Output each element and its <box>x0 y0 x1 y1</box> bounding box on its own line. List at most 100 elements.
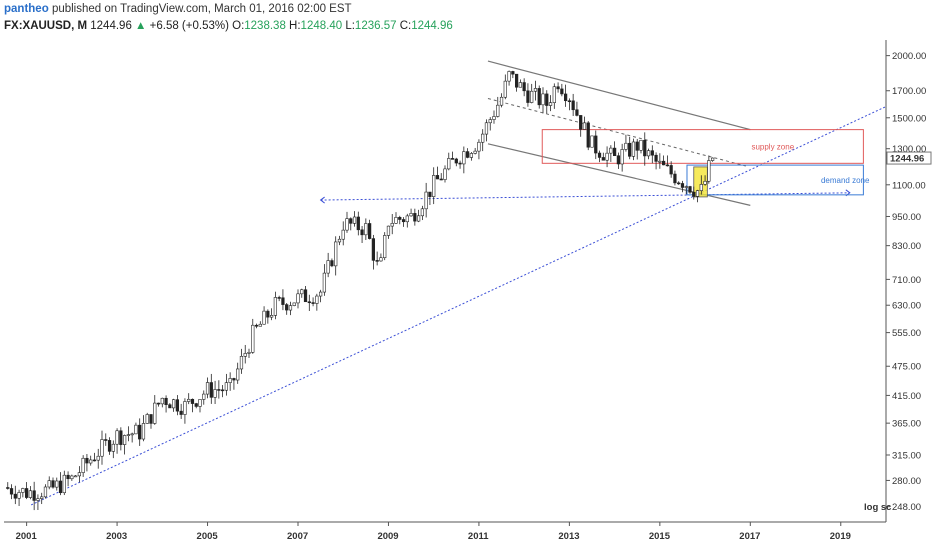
candle-body <box>597 152 602 158</box>
candle-body <box>364 223 368 236</box>
candle-body <box>285 304 289 311</box>
long-term-support-line <box>30 106 887 506</box>
candle-body <box>499 96 504 106</box>
candle-body <box>36 498 40 501</box>
candle-body <box>639 139 643 151</box>
last-price-label: 1244.96 <box>890 154 924 165</box>
candle-body <box>179 410 183 415</box>
candle-body <box>379 257 383 262</box>
candle-body <box>307 301 311 304</box>
candle-body <box>650 150 654 156</box>
candle-body <box>236 368 240 381</box>
candle-body <box>673 173 677 184</box>
candle-body <box>24 488 29 498</box>
x-tick-label: 2013 <box>558 531 579 542</box>
candle-body <box>356 216 360 231</box>
candle-body <box>288 305 293 311</box>
candle-body <box>194 403 198 407</box>
candle-body <box>300 289 304 295</box>
publish-line: pantheo published on TradingView.com, Ma… <box>4 3 352 15</box>
candle-body <box>658 160 662 163</box>
candle-body <box>590 135 594 148</box>
candle-body <box>710 157 715 161</box>
open-label: O: <box>232 20 245 32</box>
candle-body <box>243 353 247 357</box>
candle-body <box>707 160 711 182</box>
candle-body <box>684 186 688 188</box>
candle-body <box>213 389 217 398</box>
candle-body <box>115 430 119 445</box>
candle-body <box>239 356 244 370</box>
x-tick-label: 2011 <box>468 531 489 542</box>
candle-body <box>669 165 673 175</box>
candle-body <box>545 93 549 106</box>
candle-body <box>51 480 55 488</box>
candle-body <box>107 440 112 452</box>
x-tick-label: 2017 <box>739 531 760 542</box>
x-tick-label: 2019 <box>830 531 851 542</box>
price-axis[interactable]: 2000.00 1700.00 1500.00 1300.00 1100.00 950.0… <box>864 51 932 513</box>
candle-body <box>526 90 530 103</box>
candle-body <box>183 401 187 415</box>
candle-body <box>190 398 195 404</box>
y-tick-label: 1500.00 <box>892 113 926 124</box>
candle-body <box>187 398 191 402</box>
change-arrow-icon: ▲ <box>135 20 147 32</box>
candle-body <box>96 455 100 461</box>
candle-body <box>156 402 161 405</box>
author-link[interactable]: pantheo <box>4 3 49 15</box>
zones[interactable]: supply zone demand zone <box>541 129 870 198</box>
candle-body <box>32 490 36 501</box>
horizontal-support-line <box>320 192 850 201</box>
candle-body <box>394 217 398 224</box>
candle-body <box>371 238 376 261</box>
y-tick-label: 248.00 <box>892 502 921 513</box>
candle-body <box>134 424 138 435</box>
candle-body <box>503 80 507 98</box>
candle-body <box>620 149 624 165</box>
open-value: 1238.38 <box>244 20 286 32</box>
candle-body <box>492 116 496 120</box>
trendlines[interactable] <box>30 60 887 506</box>
candle-body <box>631 141 636 157</box>
close-label: C: <box>399 20 412 32</box>
chart-header: pantheo published on TradingView.com, Ma… <box>0 0 932 38</box>
candle-body <box>465 151 470 158</box>
high-label: H: <box>289 20 301 32</box>
candle-body <box>477 141 481 152</box>
candle-body <box>217 389 221 391</box>
candle-body <box>699 184 703 191</box>
high-value: 1248.40 <box>300 20 343 32</box>
candle-body <box>258 323 262 327</box>
candle-body <box>315 295 319 304</box>
candle-body <box>303 289 308 303</box>
candle-body <box>582 122 587 130</box>
candle-body <box>511 71 515 75</box>
price-change: +6.58 (+0.53%) <box>149 20 229 32</box>
x-tick-label: 2007 <box>287 531 308 542</box>
candle-body <box>413 213 417 222</box>
y-tick-label: 1100.00 <box>892 180 926 191</box>
candle-body <box>496 104 500 117</box>
candle-body <box>552 86 556 103</box>
candle-body <box>138 424 142 440</box>
candle-body <box>367 223 372 239</box>
candle-body <box>228 378 232 383</box>
candle-body <box>643 139 647 157</box>
candle-body <box>635 141 639 151</box>
candle-body <box>164 397 168 405</box>
low-highlight-box <box>693 166 708 198</box>
candle-body <box>616 155 621 165</box>
time-axis[interactable]: 2001 2003 2005 2007 2009 2011 2013 2015 2017 2019 <box>16 522 851 542</box>
candle-body <box>677 182 681 185</box>
y-tick-label: 280.00 <box>892 476 921 487</box>
candle-body <box>390 223 394 227</box>
candle-body <box>145 414 149 424</box>
candle-body <box>665 164 670 167</box>
candle-body <box>232 378 236 381</box>
candle-body <box>292 302 296 306</box>
symbol-label[interactable]: FX:XAUUSD, M <box>4 20 88 32</box>
y-tick-label: 830.00 <box>892 241 921 252</box>
candle-body <box>254 324 259 327</box>
